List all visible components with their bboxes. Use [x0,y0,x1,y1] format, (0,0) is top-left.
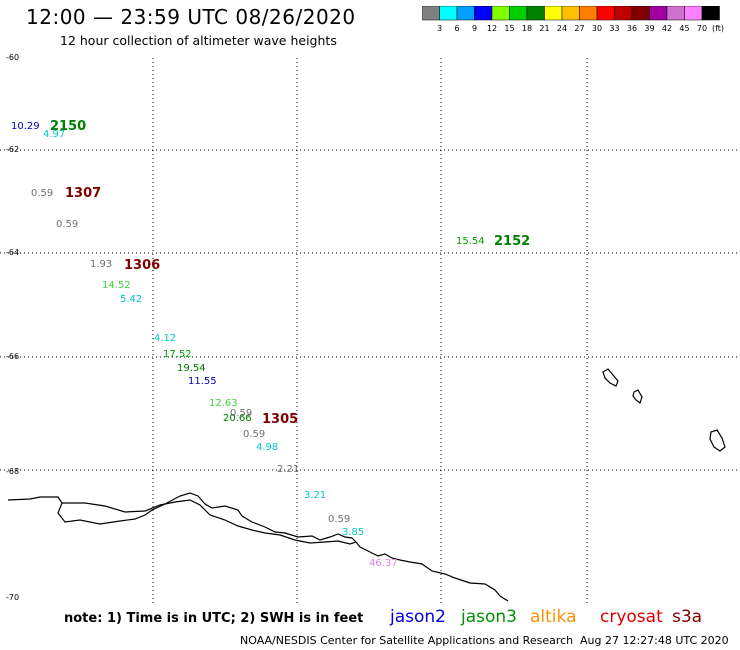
legend-label: 24 [557,24,567,33]
wave-height-value: 19.54 [177,363,206,374]
legend-label: 39 [644,24,654,33]
island-3 [709,429,726,452]
lat-label: -60 [6,53,19,62]
wave-height-value: 17.52 [163,349,192,360]
legend-label: 30 [592,24,602,33]
satellite-legend-jason2: jason2 [390,607,446,627]
wave-height-value: 0.59 [56,219,78,230]
pass-time-label: 2150 [50,119,86,134]
pass-time-label: 2152 [494,234,530,249]
wave-height-value: 46.37 [369,558,398,569]
island-2 [632,389,643,404]
island-1 [602,368,619,387]
lat-label: -62 [6,145,19,154]
legend-label: 3 [437,24,442,33]
footer-note: note: 1) Time is in UTC; 2) SWH is in fe… [64,611,364,626]
lat-label: -68 [6,467,19,476]
pass-time-label: 1305 [262,412,298,427]
wave-height-value: 11.55 [188,376,217,387]
legend-unit: (ft) [712,24,724,33]
wave-height-color-legend: 3 6 9 12 15 18 21 24 27 30 33 36 39 42 45 70 (ft) [422,6,724,33]
wave-height-value: 2.21 [277,464,299,475]
wave-height-value: 0.59 [230,408,252,419]
map-subtitle: 12 hour collection of altimeter wave hei… [60,33,337,48]
coastline-inlet [62,499,357,545]
antarctic-coastline [7,492,509,602]
legend-label: 15 [504,24,514,33]
wave-height-value: 15.54 [456,236,485,247]
wave-height-value: 5.42 [120,294,142,305]
lat-label: -64 [6,248,19,257]
map-title: 12:00 — 23:59 UTC 08/26/2020 [26,5,356,29]
legend-label: 45 [679,24,689,33]
legend-label: 33 [609,24,619,33]
lat-label: -66 [6,352,19,361]
credit-line: NOAA/NESDIS Center for Satellite Applica… [240,634,574,647]
legend-label: 21 [539,24,549,33]
satellite-legend-s3a: s3a [672,607,703,627]
wave-height-value: 0.59 [243,429,265,440]
wave-height-value: 14.52 [102,280,131,291]
legend-swatch [701,6,720,21]
wave-height-value: 4.97 [43,129,65,140]
legend-label: 42 [662,24,672,33]
legend-label: 18 [522,24,532,33]
legend-label: 27 [574,24,584,33]
satellite-legend-cryosat: cryosat [600,607,663,627]
legend-label: 36 [627,24,637,33]
pass-time-label: 1307 [65,186,101,201]
wave-height-value: 0.59 [328,514,350,525]
wave-height-value: 4.98 [256,442,278,453]
altimeter-map: -60 -62 -64 -66 -68 -70 150 153 156 159 … [0,53,740,605]
satellite-legend-jason3: jason3 [461,607,517,627]
wave-height-value: 1.93 [90,259,112,270]
pass-time-label: 1306 [124,258,160,273]
graticule [0,58,740,605]
lat-label: -70 [6,593,19,602]
legend-label: 70 [697,24,707,33]
legend-label: 6 [454,24,459,33]
legend-label: 9 [472,24,477,33]
generation-timestamp: Aug 27 12:27:48 UTC 2020 [580,634,729,647]
wave-height-value: 3.85 [342,527,364,538]
wave-height-value: 20.66 [223,413,252,424]
wave-height-value: 0.59 [31,188,53,199]
wave-height-value: 4.12 [154,333,176,344]
wave-height-value: 10.29 [11,121,40,132]
satellite-legend-altika: altika [530,607,577,627]
wave-height-value: 3.21 [304,490,326,501]
legend-label: 12 [487,24,497,33]
wave-height-value: 12.63 [209,398,238,409]
